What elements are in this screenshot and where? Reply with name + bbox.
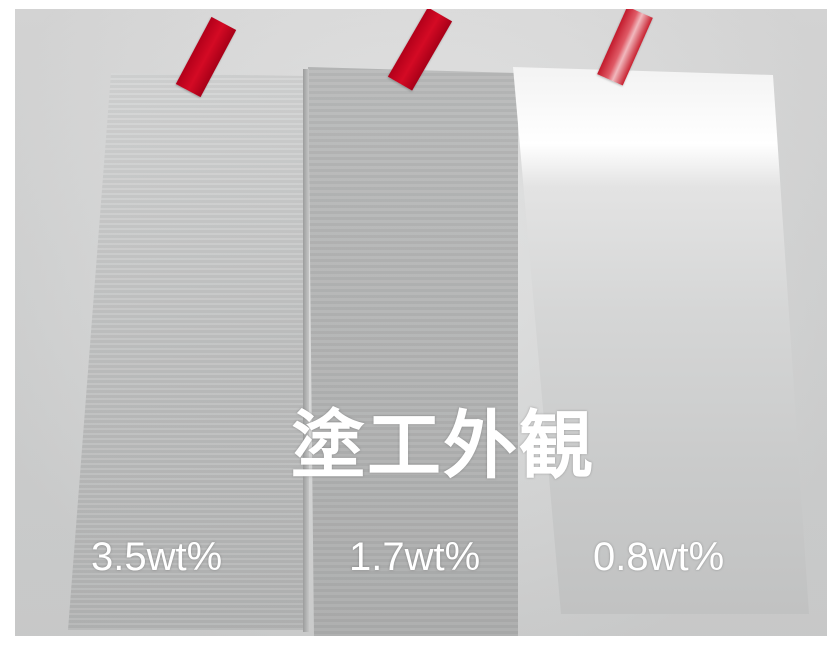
coated-sheet-1-7wt	[308, 67, 518, 636]
coated-sheet-3-5wt	[68, 73, 308, 630]
sample-label-2: 1.7wt%	[349, 535, 481, 579]
sheet-edge	[303, 69, 309, 632]
coated-sheets-photo: 塗工外観 3.5wt% 1.7wt% 0.8wt%	[15, 9, 827, 636]
coated-sheet-0-8wt	[513, 67, 809, 614]
coating-appearance-title: 塗工外観	[291, 403, 595, 489]
sample-label-1: 3.5wt%	[91, 535, 223, 579]
sample-label-3: 0.8wt%	[593, 535, 725, 579]
